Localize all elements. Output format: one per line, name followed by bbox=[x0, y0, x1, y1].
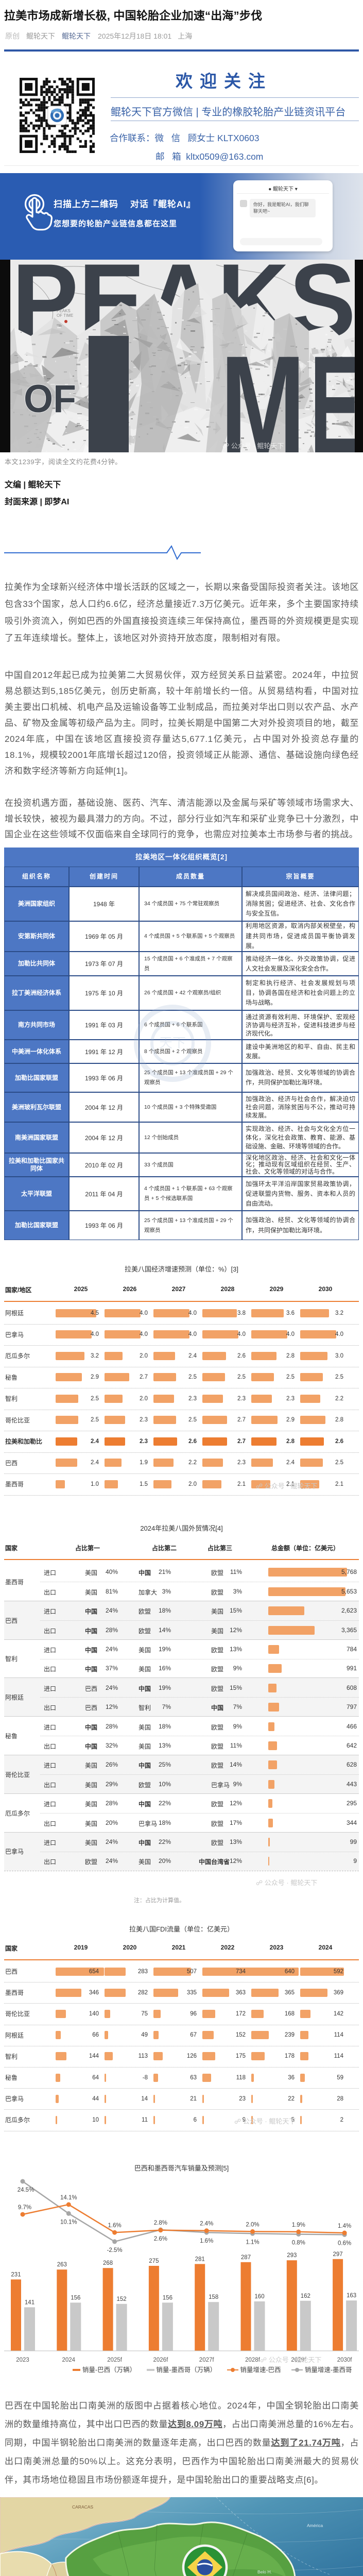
svg-text:Belo H.: Belo H. bbox=[257, 2569, 272, 2574]
svg-text:2029f: 2029f bbox=[291, 2357, 306, 2363]
svg-text:1.1%: 1.1% bbox=[246, 2239, 259, 2245]
svg-text:160: 160 bbox=[254, 2294, 264, 2300]
svg-text:156: 156 bbox=[163, 2295, 172, 2301]
svg-text:OF: OF bbox=[24, 377, 76, 421]
svg-text:293: 293 bbox=[287, 2252, 297, 2259]
svg-text:CARACAS: CARACAS bbox=[72, 2504, 93, 2510]
svg-text:287: 287 bbox=[241, 2255, 251, 2261]
svg-text:2.4%: 2.4% bbox=[200, 2221, 213, 2227]
svg-text:0.8%: 0.8% bbox=[292, 2240, 305, 2246]
svg-text:297: 297 bbox=[333, 2251, 343, 2258]
svg-text:1.6%: 1.6% bbox=[200, 2238, 213, 2244]
svg-text:2025f: 2025f bbox=[107, 2357, 123, 2363]
svg-text:2030f: 2030f bbox=[337, 2357, 353, 2363]
svg-text:268: 268 bbox=[103, 2260, 113, 2266]
svg-text:OF TIME: OF TIME bbox=[57, 313, 73, 318]
svg-text:158: 158 bbox=[209, 2294, 218, 2300]
svg-text:2.8%: 2.8% bbox=[154, 2220, 167, 2226]
svg-text:2.0%: 2.0% bbox=[246, 2222, 259, 2228]
svg-text:2024: 2024 bbox=[62, 2357, 76, 2363]
svg-text:24.5%: 24.5% bbox=[18, 2187, 34, 2193]
svg-text:1.4%: 1.4% bbox=[338, 2223, 351, 2229]
svg-text:162: 162 bbox=[301, 2293, 310, 2299]
svg-text:10.1%: 10.1% bbox=[60, 2219, 77, 2225]
svg-text:152: 152 bbox=[117, 2296, 127, 2302]
svg-text:2027f: 2027f bbox=[199, 2357, 215, 2363]
svg-text:América: América bbox=[307, 2523, 323, 2528]
svg-text:2028f: 2028f bbox=[245, 2357, 261, 2363]
svg-text:PEAKS: PEAKS bbox=[57, 309, 71, 313]
svg-text:1.9%: 1.9% bbox=[292, 2222, 305, 2228]
svg-text:263: 263 bbox=[57, 2262, 67, 2268]
svg-text:231: 231 bbox=[11, 2272, 21, 2278]
svg-text:E: E bbox=[310, 327, 361, 452]
svg-text:-2.5%: -2.5% bbox=[107, 2247, 123, 2253]
svg-text:2026f: 2026f bbox=[153, 2357, 169, 2363]
svg-text:M: M bbox=[220, 327, 305, 452]
svg-text:14.1%: 14.1% bbox=[60, 2195, 77, 2201]
svg-text:☍ 公众号 · 鲲轮天下: ☍ 公众号 · 鲲轮天下 bbox=[222, 442, 284, 450]
svg-text:141: 141 bbox=[25, 2299, 34, 2306]
svg-text:1.6%: 1.6% bbox=[108, 2223, 121, 2229]
svg-text:275: 275 bbox=[149, 2258, 159, 2264]
svg-text:2.6%: 2.6% bbox=[154, 2236, 167, 2242]
svg-text:0.6%: 0.6% bbox=[338, 2241, 351, 2247]
svg-text:2023: 2023 bbox=[16, 2357, 29, 2363]
svg-text:9.7%: 9.7% bbox=[18, 2205, 31, 2211]
svg-text:163: 163 bbox=[347, 2293, 356, 2299]
svg-text:281: 281 bbox=[195, 2256, 205, 2262]
svg-text:天下: 天下 bbox=[159, 1035, 186, 1050]
svg-text:156: 156 bbox=[71, 2295, 80, 2301]
